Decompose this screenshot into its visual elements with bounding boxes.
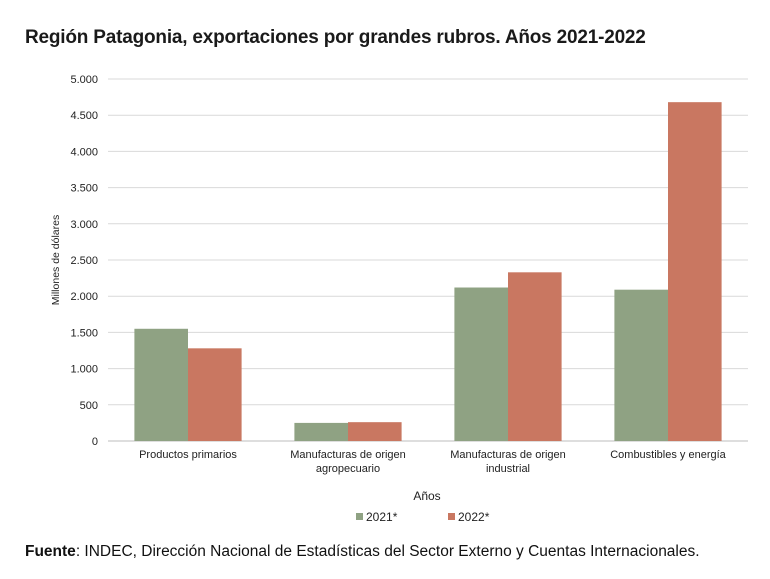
legend: 2021* 2022*: [356, 510, 490, 524]
legend-swatch: [448, 513, 455, 520]
y-tick-label: 1.500: [70, 327, 98, 339]
legend-label: 2021*: [366, 510, 398, 524]
x-axis-ticks: Productos primarios Manufacturas de orige…: [139, 449, 727, 475]
y-tick-label: 4.000: [70, 146, 98, 158]
y-tick-label: 4.500: [70, 110, 98, 122]
y-axis-label: Millones de dólares: [50, 215, 62, 305]
bar-first-series: [614, 289, 668, 441]
x-tick-label: Manufacturas de origen: [450, 449, 566, 461]
y-tick-label: 1.000: [70, 364, 98, 376]
x-tick-label: Combustibles y energía: [610, 449, 726, 461]
y-tick-label: 3.500: [70, 183, 98, 195]
bars: [134, 102, 722, 441]
chart-title: Región Patagonia, exportaciones por gran…: [25, 27, 646, 48]
source-label: Fuente: [25, 543, 76, 560]
bar-first-series: [454, 287, 508, 441]
x-axis-label: Años: [413, 489, 440, 503]
x-tick-label: industrial: [486, 463, 530, 475]
bar-first-series: [134, 328, 188, 441]
x-tick-label: agropecuario: [316, 463, 380, 475]
y-tick-label: 500: [80, 400, 98, 412]
y-axis-ticks: 0 500 1.000 1.500 2.000 2.500 3.000 3.500 4.000 4…: [70, 74, 98, 448]
x-tick-label: Productos primarios: [139, 449, 237, 461]
y-tick-label: 3.000: [70, 219, 98, 231]
y-tick-label: 0: [92, 436, 98, 448]
bar-second-series: [348, 422, 402, 441]
x-tick-label: Manufacturas de origen: [290, 449, 406, 461]
source-note: Fuente: INDEC, Dirección Nacional de Est…: [25, 543, 700, 561]
bar-second-series: [668, 102, 722, 441]
legend-label: 2022*: [458, 510, 490, 524]
y-tick-label: 2.500: [70, 255, 98, 267]
bar-second-series: [508, 272, 562, 441]
bar-first-series: [294, 422, 348, 441]
y-tick-label: 2.000: [70, 291, 98, 303]
source-text: : INDEC, Dirección Nacional de Estadísti…: [75, 543, 700, 560]
bar-second-series: [188, 348, 242, 441]
y-tick-label: 5.000: [70, 74, 98, 86]
legend-swatch: [356, 513, 363, 520]
